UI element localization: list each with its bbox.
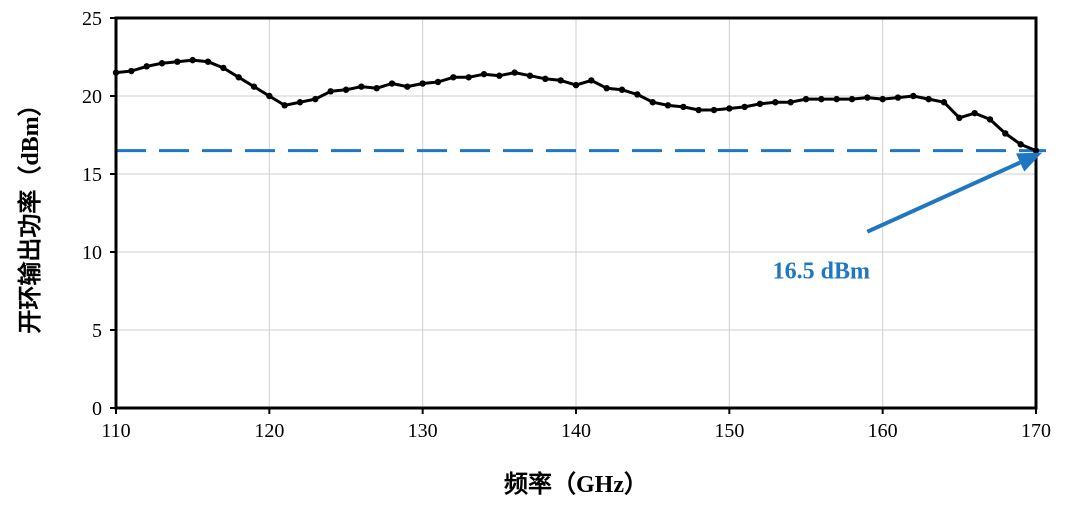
data-point	[818, 95, 825, 103]
plot-frame	[114, 16, 1038, 410]
data-point	[971, 109, 978, 117]
data-point	[358, 83, 365, 90]
data-point	[649, 99, 656, 106]
x-tick-labels: 110 120 130 140 150 160 170	[101, 408, 1051, 442]
data-point	[848, 95, 856, 103]
data-point	[588, 77, 595, 84]
annotation-label: 16.5 dBm	[773, 259, 870, 285]
data-point	[373, 85, 380, 92]
x-tick-label: 170	[1021, 420, 1051, 442]
data-point	[741, 103, 748, 111]
data-point	[174, 58, 181, 65]
y-tick-label: 20	[82, 86, 102, 108]
data-point	[879, 95, 886, 103]
data-point	[312, 95, 319, 103]
x-axis-title: 频率（GHz）	[504, 470, 648, 498]
data-point	[526, 72, 534, 79]
data-point	[158, 60, 166, 67]
data-point	[710, 106, 718, 114]
y-tick-label: 0	[92, 398, 102, 420]
data-point	[772, 99, 779, 106]
data-point	[664, 102, 672, 109]
data-point	[572, 81, 580, 89]
data-point	[128, 67, 135, 75]
data-point	[189, 56, 196, 64]
data-point	[910, 92, 917, 100]
data-point	[434, 78, 442, 86]
data-point	[542, 75, 549, 83]
data-point	[680, 103, 687, 111]
data-point	[802, 95, 810, 103]
data-point	[1017, 141, 1024, 148]
annotation-arrow	[866, 160, 1021, 234]
data-point	[634, 91, 641, 98]
x-tick-label: 140	[561, 420, 591, 442]
y-tick-label: 5	[92, 320, 102, 342]
data-point	[787, 99, 794, 106]
x-tick-label: 160	[868, 420, 898, 442]
data-point	[1002, 130, 1009, 137]
x-tick-label: 150	[714, 420, 744, 442]
x-tick-label: 130	[408, 420, 438, 442]
grid-lines	[116, 18, 1036, 408]
data-point	[925, 95, 932, 103]
data-point	[419, 80, 426, 87]
x-tick-label: 110	[101, 420, 130, 442]
data-point	[204, 58, 212, 65]
data-point	[956, 114, 963, 122]
data-point	[327, 88, 334, 95]
data-point	[296, 99, 304, 106]
data-point	[388, 80, 396, 87]
y-tick-label: 15	[82, 164, 102, 186]
data-point	[864, 94, 871, 101]
data-point	[450, 74, 457, 81]
data-point	[281, 102, 288, 109]
data-point	[511, 69, 518, 76]
data-point	[986, 116, 994, 123]
y-axis-title: 开环输出功率（dBm）	[16, 92, 44, 333]
data-point	[695, 106, 702, 114]
data-point	[557, 77, 564, 84]
x-tick-label: 120	[254, 420, 284, 442]
series-markers	[112, 56, 1040, 154]
data-point	[496, 72, 503, 79]
data-point	[618, 86, 626, 93]
data-point	[726, 105, 733, 112]
data-point	[833, 95, 840, 103]
data-point	[220, 64, 227, 72]
data-point	[465, 74, 472, 81]
data-point	[235, 74, 242, 81]
data-point	[756, 100, 764, 108]
data-point	[603, 85, 610, 92]
y-tick-label: 25	[82, 8, 102, 30]
data-point	[266, 92, 273, 100]
y-tick-labels: 0 5 10 15 20 25	[82, 8, 116, 420]
data-point	[250, 83, 258, 90]
data-point	[894, 94, 902, 101]
annotation-arrowhead	[1016, 152, 1042, 172]
data-point	[940, 99, 948, 106]
data-point	[480, 70, 488, 78]
y-tick-label: 10	[82, 242, 102, 264]
data-point	[342, 86, 350, 93]
data-point	[143, 63, 150, 70]
data-point	[404, 83, 411, 90]
